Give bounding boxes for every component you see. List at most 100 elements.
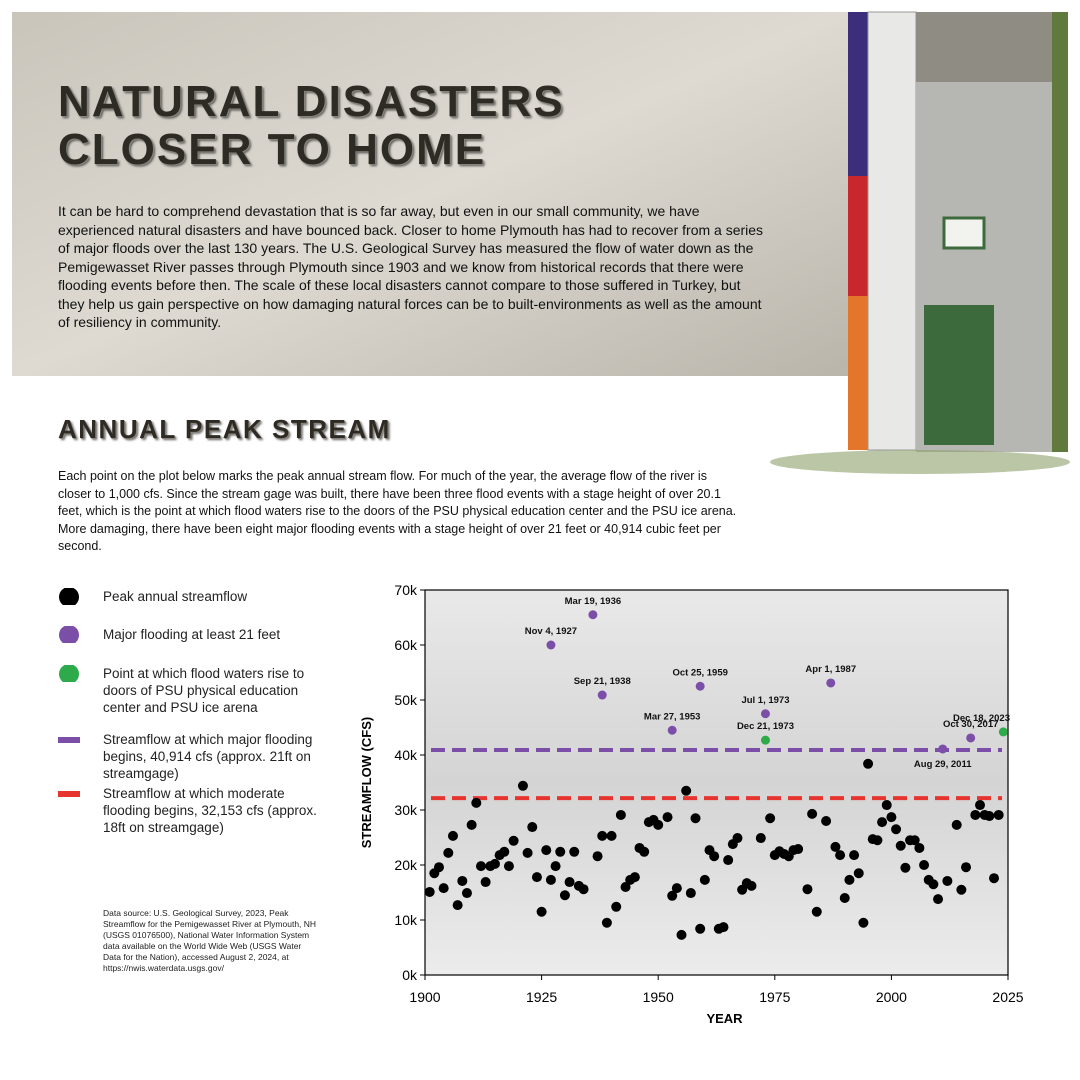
data-point bbox=[457, 875, 468, 886]
data-point bbox=[970, 809, 981, 820]
data-point bbox=[541, 845, 552, 856]
data-point bbox=[984, 811, 995, 822]
data-point bbox=[909, 835, 920, 846]
data-point bbox=[802, 884, 813, 895]
x-tick-label: 2000 bbox=[876, 989, 907, 1005]
data-point bbox=[872, 835, 883, 846]
legend-key bbox=[58, 625, 103, 645]
intro-text: It can be hard to comprehend devastation… bbox=[58, 203, 764, 330]
legend-key bbox=[58, 731, 103, 748]
legend-key bbox=[58, 664, 103, 684]
legend-dot bbox=[59, 664, 79, 684]
data-point bbox=[527, 822, 538, 833]
data-point bbox=[536, 906, 547, 917]
data-point bbox=[597, 690, 607, 700]
data-point bbox=[695, 681, 705, 691]
point-label: Sep 21, 1938 bbox=[574, 676, 631, 687]
data-source: Data source: U.S. Geological Survey, 202… bbox=[103, 908, 317, 973]
grass bbox=[770, 450, 1070, 474]
legend-item: Peak annual streamflow bbox=[58, 587, 328, 607]
y-tick-label: 20k bbox=[394, 857, 418, 873]
data-point bbox=[443, 847, 454, 858]
data-point bbox=[765, 813, 776, 824]
y-axis-label: STREAMFLOW (CFS) bbox=[359, 717, 374, 848]
x-axis-label: YEAR bbox=[706, 1011, 743, 1026]
data-point bbox=[989, 873, 1000, 884]
data-point bbox=[919, 860, 930, 870]
data-point bbox=[685, 888, 696, 899]
gauge bbox=[867, 11, 917, 451]
legend-swatch bbox=[58, 791, 80, 797]
data-point bbox=[695, 923, 706, 934]
data-point bbox=[881, 800, 892, 811]
data-point bbox=[620, 882, 631, 892]
gauge-band bbox=[848, 12, 868, 176]
foliage bbox=[1052, 12, 1068, 452]
data-point bbox=[667, 890, 678, 901]
legend-label: Major flooding at least 21 feet bbox=[103, 627, 281, 642]
data-point bbox=[956, 884, 967, 895]
legend-item: Streamflow at which moderate flooding be… bbox=[58, 785, 328, 836]
gauge-band bbox=[848, 176, 868, 296]
data-point bbox=[550, 861, 561, 872]
title-line: NATURAL DISASTERS bbox=[58, 77, 565, 126]
data-point bbox=[807, 808, 818, 819]
data-point bbox=[826, 678, 836, 688]
data-point bbox=[755, 833, 766, 844]
y-tick-label: 30k bbox=[394, 802, 418, 818]
data-point bbox=[951, 819, 962, 830]
data-point bbox=[853, 868, 864, 879]
data-point bbox=[522, 847, 533, 858]
main-title: NATURAL DISASTERS CLOSER TO HOME bbox=[58, 78, 565, 174]
data-point bbox=[592, 851, 603, 862]
data-point bbox=[681, 785, 692, 796]
data-point bbox=[900, 862, 911, 873]
y-tick-label: 0k bbox=[402, 967, 418, 983]
data-point bbox=[447, 830, 458, 841]
data-point bbox=[508, 835, 519, 846]
data-point bbox=[546, 640, 556, 650]
legend-label: Peak annual streamflow bbox=[103, 589, 248, 604]
point-label: Mar 19, 1936 bbox=[565, 596, 622, 607]
point-label: Nov 4, 1927 bbox=[525, 626, 577, 637]
data-point bbox=[489, 858, 500, 869]
data-point bbox=[475, 861, 486, 872]
legend-label: Point at which flood waters rise to door… bbox=[103, 666, 305, 715]
legend-label: Streamflow at which major flooding begin… bbox=[103, 732, 313, 781]
point-label: Aug 29, 2011 bbox=[914, 759, 972, 770]
data-point bbox=[821, 816, 832, 826]
data-point bbox=[667, 725, 677, 735]
data-point bbox=[835, 850, 846, 861]
data-point bbox=[676, 929, 687, 940]
data-point bbox=[555, 846, 566, 857]
data-point bbox=[793, 844, 804, 855]
data-point bbox=[569, 846, 580, 857]
data-point bbox=[961, 862, 972, 873]
data-point bbox=[723, 855, 734, 866]
data-point bbox=[844, 874, 855, 885]
legend-dash bbox=[58, 737, 80, 743]
x-tick-label: 1900 bbox=[409, 989, 440, 1005]
data-point bbox=[699, 874, 710, 885]
sign bbox=[942, 216, 986, 250]
data-point bbox=[471, 797, 482, 808]
gauge-band bbox=[848, 296, 868, 450]
data-point bbox=[938, 744, 948, 754]
data-point bbox=[653, 819, 664, 830]
data-point bbox=[877, 817, 888, 828]
data-point bbox=[933, 894, 944, 905]
data-point bbox=[601, 917, 612, 928]
data-point bbox=[746, 880, 757, 891]
data-point bbox=[849, 850, 860, 861]
data-point bbox=[830, 841, 841, 852]
data-point bbox=[597, 830, 608, 841]
data-point bbox=[966, 733, 976, 743]
data-point bbox=[858, 917, 869, 928]
point-label: Dec 21, 1973 bbox=[737, 721, 794, 732]
point-label: Jul 1, 1973 bbox=[741, 695, 789, 706]
data-point bbox=[760, 709, 770, 719]
y-tick-label: 40k bbox=[394, 747, 418, 763]
data-point bbox=[629, 872, 640, 883]
data-point bbox=[517, 780, 528, 791]
